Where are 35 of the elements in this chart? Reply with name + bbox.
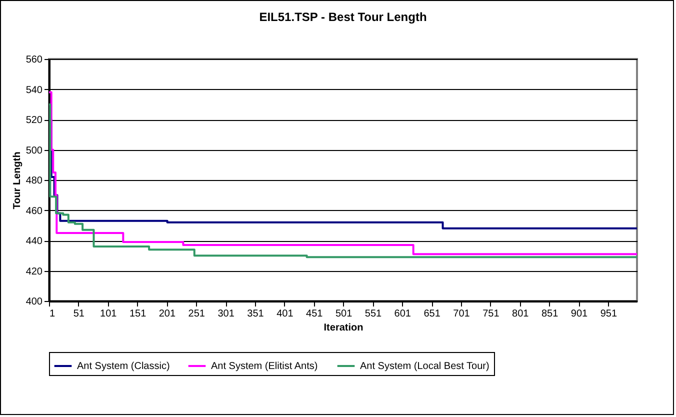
x-tick-label: 351 xyxy=(247,308,264,320)
y-tick-label: 480 xyxy=(26,176,43,186)
x-tick-label: 701 xyxy=(453,308,470,320)
y-tick-label: 520 xyxy=(26,115,43,126)
y-tick-label: 560 xyxy=(26,54,43,66)
legend-label: Ant System (Classic) xyxy=(77,361,170,372)
x-tick-label: 951 xyxy=(600,308,618,320)
x-tick-label: 851 xyxy=(541,308,559,320)
y-tick-label: 500 xyxy=(26,145,43,156)
x-tick-label: 901 xyxy=(570,308,588,320)
x-tick-label: 401 xyxy=(276,308,294,320)
x-tick-label: 801 xyxy=(512,308,530,320)
x-axis-title: Iteration xyxy=(324,322,364,334)
x-tick-label: 101 xyxy=(100,308,118,320)
x-tick-label: 251 xyxy=(188,308,206,320)
y-tick-label: 400 xyxy=(26,296,43,308)
x-tick-label: 1 xyxy=(50,308,56,320)
y-tick-label: 420 xyxy=(26,266,43,278)
legend-label: Ant System (Elitist Ants) xyxy=(211,361,318,372)
y-axis-title: Tour Length xyxy=(12,152,23,210)
chart-title: EIL51.TSP - Best Tour Length xyxy=(259,10,427,24)
x-tick-label: 751 xyxy=(482,308,500,320)
y-tick-label: 460 xyxy=(26,206,43,217)
x-tick-label: 501 xyxy=(335,308,353,320)
x-tick-label: 301 xyxy=(218,308,235,320)
x-tick-label: 201 xyxy=(158,308,176,320)
x-tick-label: 51 xyxy=(73,308,85,320)
legend-label: Ant System (Local Best Tour) xyxy=(360,361,490,372)
x-tick-label: 601 xyxy=(394,308,412,320)
y-tick-label: 540 xyxy=(26,84,43,96)
y-tick-label: 440 xyxy=(26,236,43,247)
x-tick-label: 451 xyxy=(306,308,324,320)
x-tick-label: 551 xyxy=(364,308,382,320)
x-tick-label: 151 xyxy=(129,308,147,320)
x-tick-label: 651 xyxy=(424,308,441,320)
